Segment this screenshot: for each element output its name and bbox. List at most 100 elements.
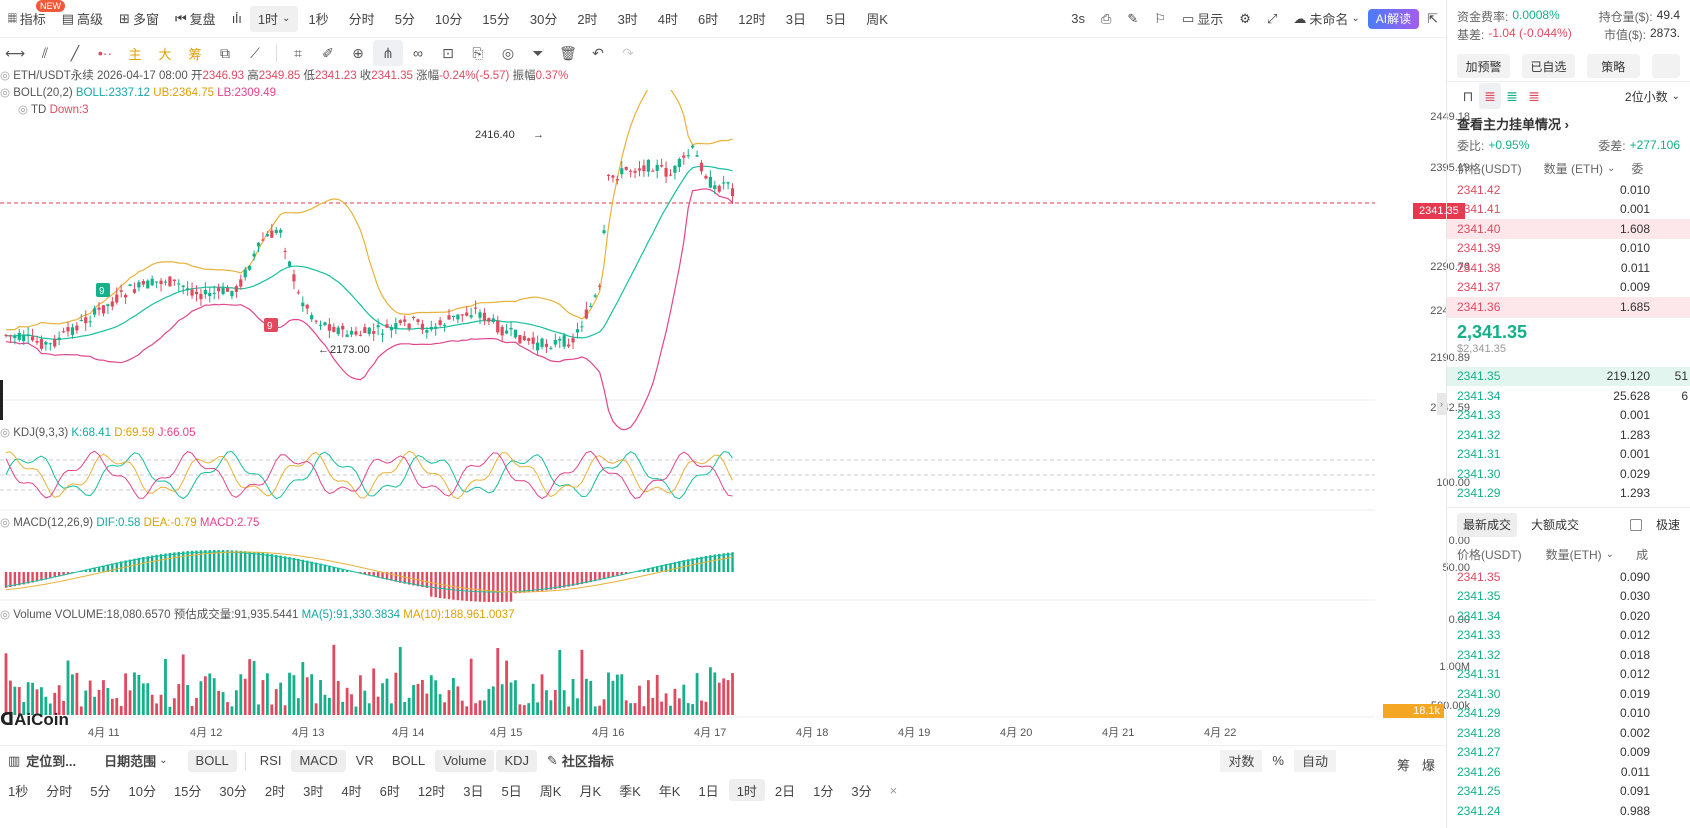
orderbook-bids-icon[interactable]: ≣	[1506, 87, 1518, 104]
order-row[interactable]: 2341.30 0.029	[1447, 464, 1690, 484]
bottom-period-tab[interactable]: 年K	[658, 783, 681, 799]
crop-icon[interactable]: ⌗	[294, 44, 302, 61]
redo-icon[interactable]: ↷	[622, 44, 634, 61]
settings-icon[interactable]: ◎	[0, 70, 14, 82]
order-row[interactable]: 2341.33 0.012	[1447, 626, 1690, 646]
order-row[interactable]: 2341.27 0.009	[1447, 743, 1690, 763]
bottom-period-tab[interactable]: 1日	[698, 783, 719, 799]
pen-icon[interactable]: ✎	[1127, 10, 1139, 26]
order-row[interactable]: 2341.31 0.012	[1447, 665, 1690, 685]
measure-icon[interactable]: ⟋	[250, 44, 260, 61]
bottom-period-tab[interactable]: 4时	[341, 783, 362, 799]
pencil-icon[interactable]: ✐	[322, 44, 334, 61]
layout-select[interactable]: ☁ 未命名 ⌄	[1285, 6, 1367, 32]
bottom-period-tab[interactable]: 6时	[379, 783, 400, 799]
period-tab[interactable]: 分时	[348, 12, 375, 27]
template-icon[interactable]: ⎘	[472, 44, 484, 61]
filter-icon[interactable]: ⏷	[532, 44, 544, 61]
trend-line-icon[interactable]: ╱	[70, 44, 80, 61]
main-force-tool[interactable]: 主	[128, 46, 142, 62]
parallel-lines-icon[interactable]: ⫽	[41, 44, 49, 61]
auto-scale-button[interactable]: 自动	[1293, 749, 1336, 772]
period-tab[interactable]: 12时	[738, 12, 766, 27]
period-tab[interactable]: 3日	[785, 12, 806, 27]
order-row[interactable]: 2341.26 0.011	[1447, 762, 1690, 782]
strategy-button[interactable]: 策略	[1586, 54, 1640, 78]
order-row[interactable]: 2341.28 0.002	[1447, 723, 1690, 743]
chip-tool[interactable]: 筹	[188, 46, 202, 62]
advanced-button[interactable]: ▤ 高级	[54, 6, 111, 32]
period-tab[interactable]: 6时	[698, 12, 719, 27]
order-row[interactable]: 2341.41 0.001	[1447, 200, 1690, 220]
favorited-button[interactable]: 已自选	[1521, 54, 1575, 78]
bottom-period-tab[interactable]: 30分	[219, 783, 247, 799]
order-row[interactable]: 2341.32 0.018	[1447, 645, 1690, 665]
period-tab[interactable]: 15分	[482, 12, 510, 27]
bell-icon[interactable]: ◎	[0, 609, 14, 621]
trash-icon[interactable]: 🗑	[559, 44, 577, 61]
bottom-period-tab[interactable]: 分时	[46, 783, 73, 799]
tab-large-trades[interactable]: 大额成交	[1531, 518, 1580, 532]
period-tab[interactable]: 1秒	[308, 12, 329, 27]
bottom-period-tab[interactable]: 2日	[774, 783, 796, 799]
display-button[interactable]: ▭ 显示	[1174, 6, 1231, 32]
order-row[interactable]: 2341.29 0.010	[1447, 704, 1690, 724]
indicator-kdj[interactable]: KDJ	[496, 749, 537, 772]
indicators-button[interactable]: 𝄜 指标	[0, 6, 54, 32]
big-order-tool[interactable]: 大	[158, 46, 172, 62]
order-row[interactable]: 2341.29 1.293	[1447, 484, 1690, 504]
orderbook-asks-icon[interactable]: ≣	[1528, 87, 1540, 104]
settings-icon[interactable]: ⚙	[1239, 10, 1251, 26]
tab-latest-trades[interactable]: 最新成交	[1457, 512, 1518, 537]
replay-button[interactable]: ⏮ 复盘	[167, 6, 224, 32]
candle-type-button[interactable]: ıl̇ı	[224, 6, 250, 32]
compare-icon[interactable]: ⧉	[220, 44, 230, 61]
bottom-period-tab[interactable]: 季K	[619, 783, 641, 799]
magnet-icon[interactable]: ⋔	[373, 40, 403, 66]
bottom-period-tab[interactable]: 10分	[128, 783, 156, 799]
main-orders-link[interactable]: 查看主力挂单情况 ›	[1447, 110, 1690, 134]
order-row[interactable]: 2341.32 1.283	[1447, 425, 1690, 445]
indicator-volume[interactable]: Volume	[435, 749, 495, 772]
refresh-interval[interactable]: 3s	[1071, 11, 1085, 26]
decimals-select[interactable]: 2位小数	[1624, 89, 1668, 104]
horizontal-line-icon[interactable]: ⟷	[4, 44, 26, 61]
date-range-button[interactable]: 日期范围 ⌄	[96, 750, 175, 772]
chips-label[interactable]: 筹	[1397, 758, 1411, 773]
fullscreen-icon[interactable]: ⤢	[1266, 10, 1278, 26]
order-row[interactable]: 2341.42 0.010	[1447, 180, 1690, 200]
period-tab[interactable]: 周K	[866, 12, 888, 27]
fast-checkbox[interactable]	[1629, 518, 1642, 531]
orderbook-both-icon[interactable]: ⊓	[1462, 87, 1474, 104]
bottom-period-tab[interactable]: 5分	[90, 783, 111, 799]
bell-icon[interactable]: ◎	[0, 517, 14, 529]
bottom-period-tab[interactable]: 1秒	[8, 783, 29, 799]
share-icon[interactable]: ⇱	[1427, 10, 1438, 26]
percent-scale-button[interactable]: %	[1272, 753, 1284, 768]
period-tab[interactable]: 30分	[529, 12, 558, 27]
collapse-panel-icon[interactable]: ›	[1437, 393, 1446, 415]
bottom-period-tab[interactable]: 2时	[264, 783, 286, 799]
close-icon[interactable]: ×	[889, 782, 898, 798]
order-row[interactable]: 2341.37 0.009	[1447, 278, 1690, 298]
eye-icon[interactable]: ◎	[501, 44, 515, 61]
add-alert-button[interactable]: 加预警	[1457, 54, 1510, 78]
bottom-period-tab[interactable]: 3日	[463, 783, 484, 799]
bottom-period-tab[interactable]: 1时	[728, 779, 765, 801]
period-tab[interactable]: 5日	[825, 12, 847, 27]
multi-window-button[interactable]: ⊞ 多窗	[111, 6, 167, 32]
link-icon[interactable]: ∞	[413, 45, 423, 61]
period-tab[interactable]: 2时	[577, 12, 598, 27]
bottom-period-tab[interactable]: 月K	[579, 783, 602, 799]
order-row[interactable]: 2341.24 0.988	[1447, 801, 1690, 821]
bell-icon[interactable]: ◎	[0, 427, 14, 439]
undo-icon[interactable]: ↶	[592, 44, 604, 61]
bell-icon[interactable]: ◎	[0, 87, 14, 99]
order-row[interactable]: 2341.33 0.001	[1447, 406, 1690, 426]
order-row[interactable]: 2341.34 0.020	[1447, 606, 1690, 626]
bottom-period-tab[interactable]: 5日	[501, 783, 522, 799]
camera-icon[interactable]: ⎙	[1101, 10, 1112, 26]
order-row[interactable]: 2341.34 25.628 6	[1447, 386, 1690, 406]
ray-icon[interactable]: •··	[97, 45, 113, 61]
log-scale-button[interactable]: 对数	[1220, 749, 1263, 772]
